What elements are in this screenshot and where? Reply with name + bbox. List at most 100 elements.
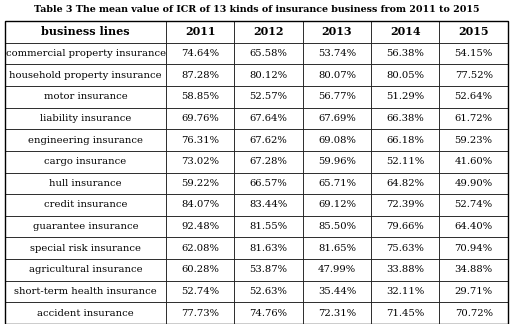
Text: 77.52%: 77.52% [455, 71, 492, 80]
Text: 81.55%: 81.55% [249, 222, 288, 231]
Text: 81.63%: 81.63% [249, 244, 288, 253]
Bar [303, 237, 371, 259]
Bar [371, 86, 440, 108]
Text: 65.58%: 65.58% [250, 49, 287, 58]
Bar [166, 281, 234, 302]
Text: 56.38%: 56.38% [386, 49, 424, 58]
Bar [234, 216, 303, 237]
Text: 67.28%: 67.28% [250, 157, 287, 166]
Text: 59.23%: 59.23% [455, 135, 492, 145]
Bar [371, 108, 440, 129]
Text: 67.69%: 67.69% [318, 114, 356, 123]
Text: 77.73%: 77.73% [181, 309, 219, 318]
Text: household property insurance: household property insurance [9, 71, 162, 80]
Bar [5, 108, 166, 129]
Text: 56.77%: 56.77% [318, 92, 356, 101]
Bar [234, 21, 303, 43]
Bar [234, 129, 303, 151]
Bar [440, 172, 508, 194]
Bar [5, 216, 166, 237]
Text: 71.45%: 71.45% [386, 309, 424, 318]
Bar [440, 259, 508, 281]
Text: 70.94%: 70.94% [455, 244, 493, 253]
Bar [371, 129, 440, 151]
Bar [166, 86, 234, 108]
Bar [303, 64, 371, 86]
Bar [440, 64, 508, 86]
Bar [166, 237, 234, 259]
Text: 67.62%: 67.62% [250, 135, 287, 145]
Bar [371, 172, 440, 194]
Bar [371, 194, 440, 216]
Text: 32.11%: 32.11% [386, 287, 424, 296]
Text: 83.44%: 83.44% [249, 201, 288, 210]
Bar [5, 86, 166, 108]
Text: 2014: 2014 [390, 26, 421, 37]
Bar [371, 281, 440, 302]
Text: 74.64%: 74.64% [181, 49, 219, 58]
Text: credit insurance: credit insurance [44, 201, 127, 210]
Text: hull insurance: hull insurance [49, 179, 122, 188]
Bar [234, 86, 303, 108]
Bar [5, 21, 166, 43]
Bar [303, 108, 371, 129]
Bar [371, 64, 440, 86]
Text: 2011: 2011 [185, 26, 215, 37]
Text: 52.63%: 52.63% [250, 287, 287, 296]
Bar [234, 172, 303, 194]
Text: 73.02%: 73.02% [181, 157, 219, 166]
Bar [166, 151, 234, 172]
Bar [440, 237, 508, 259]
Text: 80.05%: 80.05% [386, 71, 424, 80]
Text: motor insurance: motor insurance [44, 92, 127, 101]
Text: 52.74%: 52.74% [181, 287, 219, 296]
Text: 59.96%: 59.96% [318, 157, 356, 166]
Bar [303, 194, 371, 216]
Text: engineering insurance: engineering insurance [28, 135, 143, 145]
Text: 67.64%: 67.64% [250, 114, 287, 123]
Text: 64.82%: 64.82% [386, 179, 424, 188]
Bar [166, 43, 234, 64]
Text: 60.28%: 60.28% [181, 265, 219, 274]
Text: 52.11%: 52.11% [386, 157, 424, 166]
Bar [234, 64, 303, 86]
Bar [166, 108, 234, 129]
Text: 69.12%: 69.12% [318, 201, 356, 210]
Text: guarantee insurance: guarantee insurance [33, 222, 139, 231]
Text: 62.08%: 62.08% [181, 244, 219, 253]
Text: 64.40%: 64.40% [455, 222, 493, 231]
Bar [303, 151, 371, 172]
Bar [166, 194, 234, 216]
Text: liability insurance: liability insurance [40, 114, 131, 123]
Text: 79.66%: 79.66% [386, 222, 424, 231]
Text: 2012: 2012 [253, 26, 284, 37]
Text: 2015: 2015 [459, 26, 489, 37]
Bar [371, 237, 440, 259]
Text: 69.76%: 69.76% [181, 114, 219, 123]
Bar [371, 216, 440, 237]
Text: 66.57%: 66.57% [250, 179, 287, 188]
Bar [5, 302, 166, 324]
Bar [440, 302, 508, 324]
Bar [303, 281, 371, 302]
Bar [303, 86, 371, 108]
Text: agricultural insurance: agricultural insurance [29, 265, 143, 274]
Text: 47.99%: 47.99% [318, 265, 356, 274]
Text: 81.65%: 81.65% [318, 244, 356, 253]
Text: 66.38%: 66.38% [386, 114, 424, 123]
Bar [234, 281, 303, 302]
Text: 58.85%: 58.85% [181, 92, 219, 101]
Text: 80.07%: 80.07% [318, 71, 356, 80]
Bar [5, 281, 166, 302]
Bar [440, 129, 508, 151]
Bar [440, 281, 508, 302]
Bar [371, 302, 440, 324]
Text: commercial property insurance: commercial property insurance [6, 49, 166, 58]
Text: 34.88%: 34.88% [455, 265, 493, 274]
Text: 53.87%: 53.87% [249, 265, 288, 274]
Bar [303, 302, 371, 324]
Bar [303, 259, 371, 281]
Bar [5, 43, 166, 64]
Text: 2013: 2013 [322, 26, 352, 37]
Text: 35.44%: 35.44% [318, 287, 356, 296]
